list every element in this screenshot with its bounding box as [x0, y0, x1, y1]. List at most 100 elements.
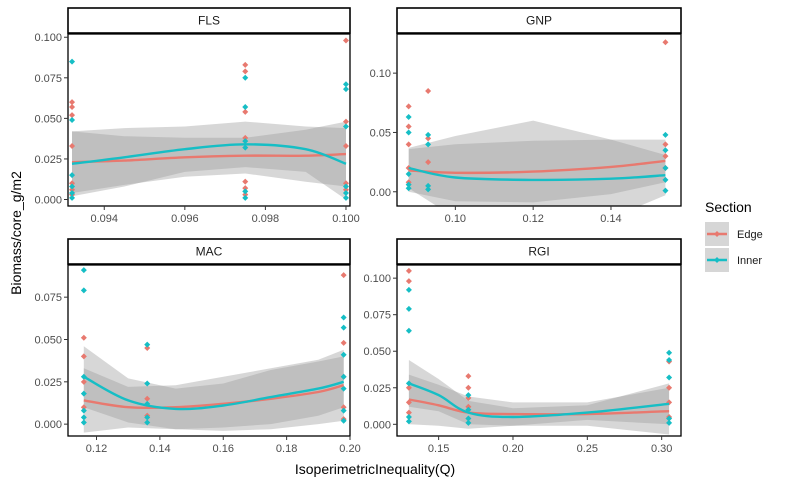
data-point-inner	[405, 327, 412, 334]
x-tick-label: 0.10	[445, 213, 466, 225]
data-point-edge	[662, 153, 669, 160]
data-point-edge	[242, 61, 249, 68]
confidence-band-inner	[408, 360, 670, 426]
confidence-band-inner	[72, 121, 346, 200]
y-tick-label: 0.075	[34, 73, 62, 85]
data-point-inner	[405, 286, 412, 293]
facet-strip	[67, 238, 351, 265]
data-point-inner	[80, 407, 87, 414]
data-point-edge	[242, 178, 249, 185]
data-point-inner	[666, 357, 673, 363]
data-point-inner	[80, 390, 87, 397]
data-point-edge	[662, 39, 669, 46]
data-point-edge	[425, 87, 432, 94]
y-tick-label: 0.050	[363, 346, 391, 358]
data-point-inner	[405, 414, 412, 420]
x-tick-label: 0.14	[149, 443, 170, 455]
data-point-edge	[80, 334, 87, 341]
data-point-inner	[405, 170, 412, 177]
data-point-inner	[425, 131, 432, 138]
data-point-inner	[80, 287, 87, 294]
y-tick-label: 0.05	[370, 127, 391, 139]
legend-key-inner: Inner	[705, 248, 762, 272]
data-point-inner	[69, 190, 76, 197]
x-tick-label: 0.15	[428, 443, 449, 455]
data-point-inner	[662, 176, 669, 183]
x-tick-label: 0.12	[522, 213, 543, 225]
data-point-edge	[405, 267, 412, 274]
data-point-inner	[425, 141, 432, 148]
data-point-inner	[465, 419, 472, 426]
data-point-edge	[340, 272, 347, 279]
facet-strip-label: FLS	[198, 14, 220, 28]
data-point-edge	[242, 134, 249, 141]
data-point-edge	[144, 344, 151, 351]
data-point-inner	[465, 392, 472, 399]
y-tick-label: 0.000	[363, 419, 391, 431]
x-tick-label: 0.12	[86, 443, 107, 455]
facet-strip-label: RGI	[528, 245, 549, 259]
x-tick-label: 0.100	[332, 213, 360, 225]
data-point-inner	[340, 417, 347, 424]
data-point-inner	[662, 187, 669, 194]
x-tick-label: 0.14	[600, 213, 621, 225]
panel-content	[405, 267, 673, 435]
data-point-edge	[425, 159, 432, 166]
x-tick-label: 0.30	[651, 443, 672, 455]
data-point-edge	[69, 112, 76, 119]
data-point-inner	[342, 190, 349, 197]
data-point-inner	[405, 418, 412, 425]
panel-border	[396, 33, 682, 207]
data-point-inner	[342, 123, 349, 130]
fit-line-inner	[71, 143, 347, 165]
data-point-edge	[405, 278, 412, 285]
facet-panels: FLS 0.094 0.096 0.098 0.100 0.000 0.025 0.050 0.…	[34, 7, 682, 455]
legend-key-point	[714, 257, 720, 263]
data-point-inner	[342, 183, 349, 190]
data-point-edge	[405, 384, 412, 391]
data-point-inner	[342, 194, 349, 201]
legend-title: Section	[705, 199, 752, 215]
data-point-inner	[405, 129, 412, 136]
fit-line-edge	[408, 398, 670, 416]
y-tick-label: 0.025	[363, 383, 391, 395]
data-point-inner	[662, 165, 669, 172]
y-tick-label: 0.050	[34, 334, 62, 346]
data-point-inner	[662, 147, 669, 154]
data-point-edge	[242, 185, 249, 192]
x-tick-label: 0.098	[252, 213, 280, 225]
y-tick-label: 0.075	[363, 310, 391, 322]
facet-strip-label: GNP	[526, 14, 552, 28]
data-point-inner	[144, 414, 151, 421]
fit-line-edge	[408, 159, 666, 175]
panel-border	[67, 264, 351, 437]
data-point-inner	[666, 374, 673, 381]
data-point-inner	[425, 186, 432, 193]
y-tick-label: 0.000	[34, 195, 62, 207]
data-point-inner	[340, 373, 347, 380]
data-point-edge	[465, 373, 472, 380]
x-tick-label: 0.16	[213, 443, 234, 455]
facet-strip	[396, 238, 682, 265]
data-point-inner	[242, 104, 249, 111]
panel-content	[80, 267, 347, 433]
data-point-inner	[80, 267, 87, 274]
x-tick-label: 0.18	[276, 443, 297, 455]
panel-gnp: GNP 0.10 0.12 0.14 0.00 0.05 0.10	[370, 7, 682, 225]
fit-line-edge	[71, 152, 347, 164]
y-tick-label: 0.10	[370, 68, 391, 80]
data-point-inner	[666, 349, 673, 356]
data-point-edge	[80, 378, 87, 385]
data-point-inner	[666, 415, 673, 422]
data-point-inner	[666, 419, 673, 426]
data-point-inner	[69, 58, 76, 65]
data-point-inner	[242, 144, 249, 151]
panel-rgi: RGI 0.15 0.20 0.25 0.30 0.000 0.025 0.050 0.075 0…	[363, 238, 682, 455]
confidence-band-edge	[408, 374, 670, 435]
data-point-edge	[342, 118, 349, 125]
data-point-inner	[69, 172, 76, 179]
x-tick-label: 0.094	[90, 213, 118, 225]
data-point-edge	[342, 180, 349, 187]
data-point-inner	[242, 138, 249, 145]
